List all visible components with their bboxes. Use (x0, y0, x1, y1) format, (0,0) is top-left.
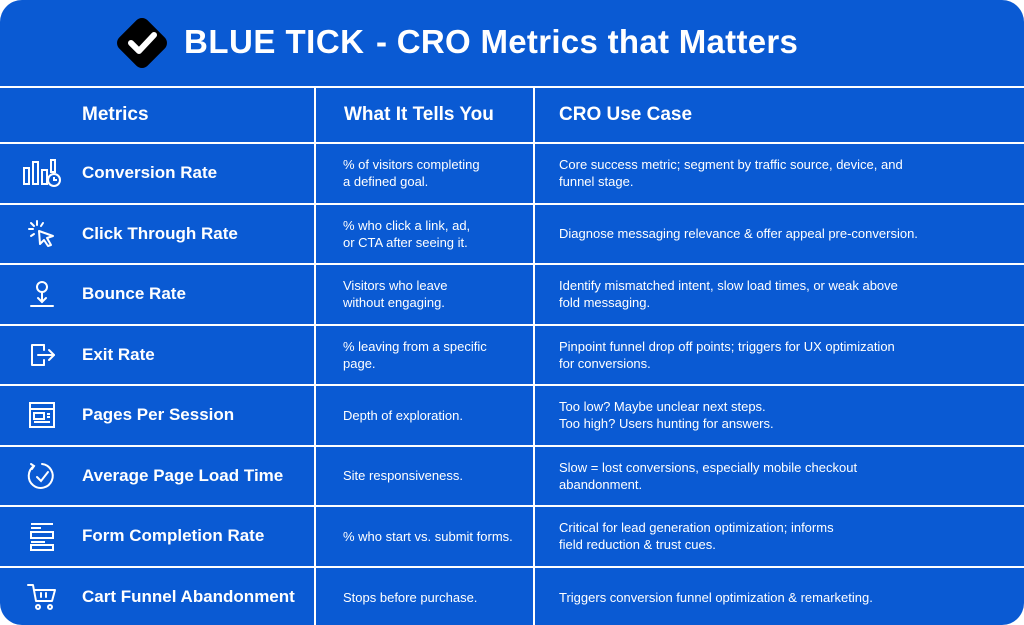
table-row: Bounce Rate Visitors who leave without e… (0, 263, 1024, 326)
metric-name: Form Completion Rate (82, 526, 265, 546)
metric-cell: Exit Rate (0, 323, 316, 386)
table-header-row: Metrics What It Tells You CRO Use Case (0, 86, 1024, 144)
metric-cell: Pages Per Session (0, 384, 316, 447)
use-case-cell: Slow = lost conversions, especially mobi… (533, 444, 1024, 507)
exit-icon (22, 339, 62, 371)
use-case-cell: Core success metric; segment by traffic … (533, 142, 1024, 205)
use-case-cell: Diagnose messaging relevance & offer app… (533, 202, 1024, 265)
table-row: Pages Per Session Depth of exploration. … (0, 384, 1024, 447)
metrics-table: Metrics What It Tells You CRO Use Case C… (0, 86, 1024, 625)
what-it-tells-cell: % who start vs. submit forms. (314, 505, 535, 568)
blue-tick-logo-icon (117, 18, 167, 68)
use-case-cell: Triggers conversion funnel optimization … (533, 565, 1024, 625)
metric-name: Bounce Rate (82, 284, 186, 304)
download-arrow-icon (22, 278, 62, 310)
table-row: Form Completion Rate % who start vs. sub… (0, 505, 1024, 568)
metric-name: Click Through Rate (82, 223, 238, 243)
cursor-click-icon (22, 218, 62, 250)
metric-name: Cart Funnel Abandonment (82, 587, 295, 607)
what-it-tells-cell: Site responsiveness. (314, 444, 535, 507)
metric-cell: Form Completion Rate (0, 505, 316, 568)
what-it-tells-cell: % leaving from a specific page. (314, 323, 535, 386)
metric-cell: Conversion Rate (0, 142, 316, 205)
bar-chart-clock-icon (22, 157, 62, 189)
metric-name: Exit Rate (82, 344, 155, 364)
table-row: Cart Funnel Abandonment Stops before pur… (0, 565, 1024, 625)
table-row: Click Through Rate % who click a link, a… (0, 202, 1024, 265)
brand-name: BLUE TICK (184, 23, 365, 60)
timer-check-icon (22, 460, 62, 492)
metric-name: Pages Per Session (82, 405, 235, 425)
what-it-tells-cell: % who click a link, ad, or CTA after see… (314, 202, 535, 265)
metric-cell: Click Through Rate (0, 202, 316, 265)
column-header-cro-use-case: CRO Use Case (533, 86, 1024, 144)
use-case-cell: Too low? Maybe unclear next steps. Too h… (533, 384, 1024, 447)
table-row: Conversion Rate % of visitors completing… (0, 142, 1024, 205)
column-header-what-it-tells-you: What It Tells You (314, 86, 535, 144)
what-it-tells-cell: Stops before purchase. (314, 565, 535, 625)
metric-name: Conversion Rate (82, 163, 218, 183)
use-case-cell: Pinpoint funnel drop off points; trigger… (533, 323, 1024, 386)
table-row: Average Page Load Time Site responsivene… (0, 444, 1024, 507)
what-it-tells-cell: Visitors who leave without engaging. (314, 263, 535, 326)
what-it-tells-cell: Depth of exploration. (314, 384, 535, 447)
page-title: - CRO Metrics that Matters (376, 23, 799, 60)
use-case-cell: Identify mismatched intent, slow load ti… (533, 263, 1024, 326)
metric-cell: Average Page Load Time (0, 444, 316, 507)
table-row: Exit Rate % leaving from a specific page… (0, 323, 1024, 386)
form-list-icon (22, 520, 62, 552)
metric-name: Average Page Load Time (82, 465, 284, 485)
use-case-cell: Critical for lead generation optimizatio… (533, 505, 1024, 568)
metric-cell: Bounce Rate (0, 263, 316, 326)
what-it-tells-cell: % of visitors completing a defined goal. (314, 142, 535, 205)
metric-cell: Cart Funnel Abandonment (0, 565, 316, 625)
column-header-metrics: Metrics (0, 86, 316, 144)
header: BLUE TICK - CRO Metrics that Matters (0, 0, 1024, 86)
browser-window-icon (22, 399, 62, 431)
shopping-cart-icon (22, 581, 62, 613)
